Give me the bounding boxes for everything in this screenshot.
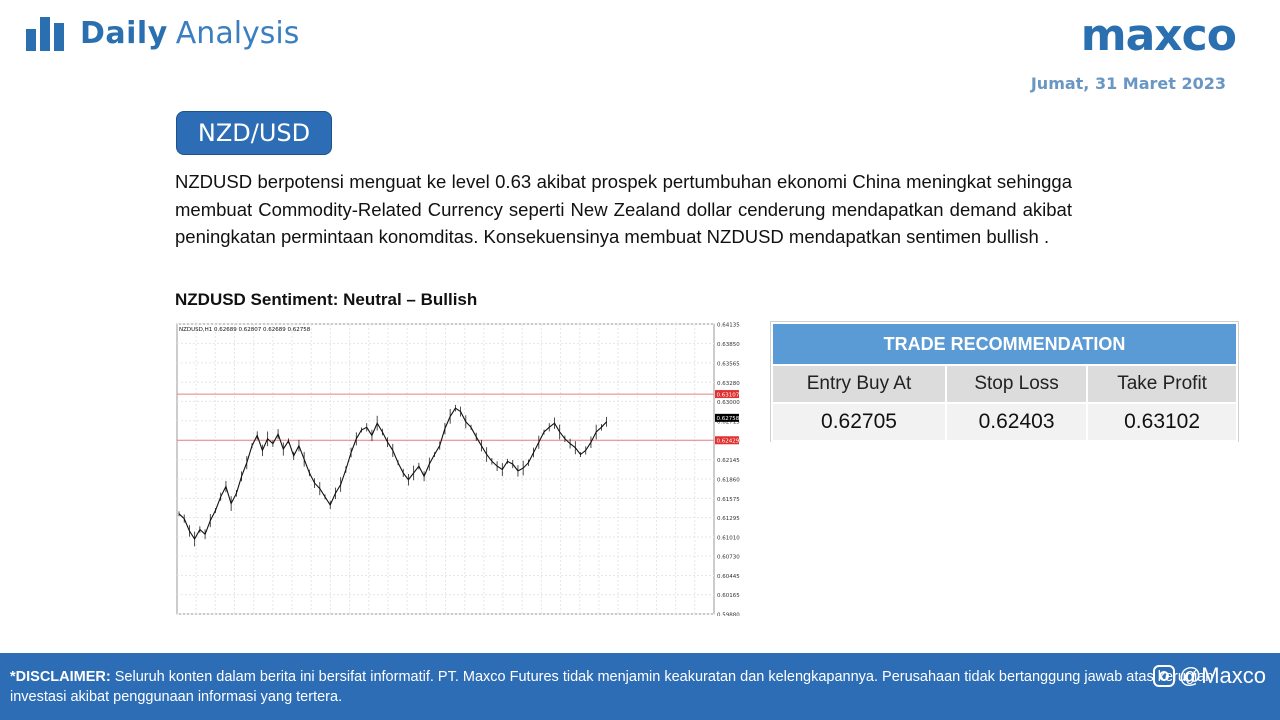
stop-loss-label: Stop Loss [944, 364, 1089, 404]
take-profit-value: 0.63102 [1086, 402, 1238, 442]
chart-title: NZDUSD,H1 0.62689 0.62807 0.62689 0.6275… [179, 327, 311, 333]
header-title-bold: Daily [80, 16, 168, 51]
disclaimer-footer: *DISCLAIMER: Seluruh konten dalam berita… [0, 653, 1280, 720]
entry-value: 0.62705 [771, 402, 947, 442]
y-tick-label: 0.60730 [717, 555, 740, 561]
disclaimer-label: *DISCLAIMER: [10, 669, 111, 685]
take-profit-label: Take Profit [1086, 364, 1238, 404]
analysis-paragraph: NZDUSD berpotensi menguat ke level 0.63 … [175, 171, 1072, 247]
price-series-line [178, 407, 607, 541]
trade-table-border [770, 321, 1239, 442]
price-marker-label: 0.62429 [717, 438, 740, 444]
header-title-light: Analysis [175, 16, 300, 51]
y-tick-label: 0.61010 [717, 535, 740, 541]
social-handle-text: @Maxco [1178, 663, 1266, 688]
y-tick-label: 0.64135 [717, 323, 740, 329]
trade-recommendation-table: TRADE RECOMMENDATION Entry Buy At Stop L… [771, 322, 1238, 442]
instagram-icon [1152, 665, 1175, 687]
sentiment-line: NZDUSD Sentiment: Neutral – Bullish [175, 290, 478, 309]
y-tick-label: 0.63000 [717, 400, 740, 406]
pair-badge: NZD/USD [176, 111, 332, 155]
brand-logo: maxco [1080, 10, 1237, 61]
y-tick-label: 0.62145 [717, 458, 740, 464]
y-tick-label: 0.60165 [717, 593, 740, 599]
y-tick-label: 0.63565 [717, 361, 740, 367]
price-marker-label: 0.62758 [717, 416, 740, 422]
y-tick-label: 0.62715 [717, 419, 740, 425]
stop-loss-value: 0.62403 [944, 402, 1089, 442]
disclaimer-text: Seluruh konten dalam berita ini bersifat… [10, 669, 1214, 705]
social-handle[interactable]: @Maxco [1152, 663, 1266, 689]
y-tick-label: 0.61860 [717, 478, 740, 484]
y-tick-label: 0.60445 [717, 574, 740, 580]
price-marker-box [715, 413, 739, 422]
price-chart: 0.64135 0.63850 0.63565 0.63280 0.63000 0.627… [176, 322, 742, 619]
entry-label: Entry Buy At [771, 364, 947, 404]
y-tick-label: 0.63850 [717, 342, 740, 348]
y-tick-label: 0.61295 [717, 516, 740, 522]
bar-chart-icon [26, 16, 68, 51]
y-tick-label: 0.61575 [717, 497, 740, 503]
header-logo: Daily Analysis [26, 16, 299, 51]
report-date: Jumat, 31 Maret 2023 [1030, 74, 1226, 93]
price-chart-svg: 0.64135 0.63850 0.63565 0.63280 0.63000 0.627… [176, 323, 740, 619]
price-marker-box [715, 390, 739, 399]
y-tick-label: 0.63280 [717, 381, 740, 387]
y-tick-label: 0.59880 [717, 613, 740, 617]
price-marker-box [715, 436, 739, 445]
trade-table-title: TRADE RECOMMENDATION [771, 322, 1238, 366]
price-marker-label: 0.63107 [717, 392, 740, 398]
